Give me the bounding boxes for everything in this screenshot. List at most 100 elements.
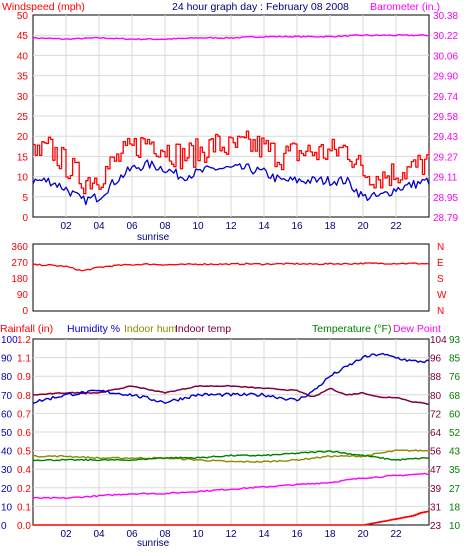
windspeed-tick-label: 30 bbox=[17, 92, 29, 103]
windspeed-tick-label: 45 bbox=[17, 31, 29, 42]
temperature-a-tick-label: 56 bbox=[430, 447, 442, 458]
compass-tick-label: N bbox=[437, 306, 444, 317]
humidity-temperature-panel: 0 0.0 23 10 10 0.1 31 18 20 0.2 39 27 30 0.4 47 35 40 0.5… bbox=[0, 323, 461, 549]
hour-tick-label: 04 bbox=[93, 529, 105, 540]
barometer-tick-label: 29.74 bbox=[433, 92, 458, 103]
temperature-a-tick-label: 72 bbox=[430, 409, 442, 420]
compass-tick-label: W bbox=[437, 290, 447, 301]
panel2-series bbox=[32, 262, 430, 272]
temperature-line bbox=[32, 450, 430, 462]
temperature-a-tick-label: 80 bbox=[430, 391, 442, 402]
legend-rainfall: Rainfall (in) bbox=[0, 323, 53, 335]
hour-tick-label: 12 bbox=[225, 221, 237, 232]
hour-tick-label: 14 bbox=[258, 529, 270, 540]
windspeed-tick-label: 10 bbox=[17, 173, 29, 184]
rainfall-tick-label: 0.9 bbox=[17, 372, 31, 383]
rainfall-tick-label: 0.1 bbox=[17, 502, 31, 513]
windspeed-tick-label: 40 bbox=[17, 51, 29, 62]
barometer-tick-label: 30.22 bbox=[433, 31, 458, 42]
chart-title: 24 hour graph day : February 08 2008 bbox=[172, 1, 349, 13]
panel2-ticks: 0 N 90 W 180 S 270 E 360 N bbox=[11, 242, 447, 317]
panel3-ticks: 0 0.0 23 10 10 0.1 31 18 20 0.2 39 27 30 0.4 47 35 40 0.5… bbox=[1, 335, 461, 540]
windspeed-tick-label: 35 bbox=[17, 72, 29, 83]
humidity-tick-label: 70 bbox=[1, 391, 13, 402]
legend-indoor-hum: Indoor hum bbox=[124, 323, 177, 335]
hour-tick-label: 16 bbox=[291, 529, 303, 540]
windspeed-tick-label: 0 bbox=[22, 213, 28, 224]
direction-tick-label: 0 bbox=[22, 306, 28, 317]
hour-tick-label: 22 bbox=[390, 221, 402, 232]
barometer-tick-label: 29.11 bbox=[433, 173, 458, 184]
compass-tick-label: N bbox=[437, 242, 444, 253]
panel2-frame bbox=[32, 243, 430, 312]
rainfall-tick-label: 1.1 bbox=[17, 354, 31, 365]
temperature-a-tick-label: 23 bbox=[430, 521, 442, 532]
rainfall-tick-label: 0.6 bbox=[17, 428, 31, 439]
hour-tick-label: 18 bbox=[324, 221, 336, 232]
wind-direction-line bbox=[32, 262, 430, 272]
hour-tick-label: 14 bbox=[258, 221, 270, 232]
temperature-a-tick-label: 96 bbox=[430, 354, 442, 365]
hour-tick-label: 02 bbox=[60, 529, 72, 540]
temperature-b-tick-label: 43 bbox=[449, 447, 461, 458]
temperature-b-tick-label: 35 bbox=[449, 465, 461, 476]
direction-tick-label: 270 bbox=[11, 258, 28, 269]
humidity-tick-label: 90 bbox=[1, 354, 13, 365]
barometer-tick-label: 30.06 bbox=[433, 51, 458, 62]
wind-average-line bbox=[32, 159, 430, 206]
wind-gust-line bbox=[33, 130, 430, 195]
legend-dew-point: Dew Point bbox=[393, 323, 441, 335]
hour-tick-label: 12 bbox=[225, 529, 237, 540]
barometer-tick-label: 29.27 bbox=[433, 152, 458, 163]
temperature-a-tick-label: 31 bbox=[430, 502, 442, 513]
direction-tick-label: 360 bbox=[11, 242, 28, 253]
humidity-tick-label: 100 bbox=[1, 335, 18, 346]
windspeed-tick-label: 5 bbox=[22, 193, 28, 204]
hour-tick-label: 08 bbox=[159, 221, 171, 232]
indoor-humidity-line bbox=[32, 449, 430, 463]
compass-tick-label: E bbox=[437, 258, 444, 269]
rainfall-tick-label: 0.8 bbox=[17, 391, 31, 402]
indoor-temp-line bbox=[32, 384, 430, 405]
temperature-b-tick-label: 10 bbox=[449, 521, 461, 532]
panel1-ticks: 0 28.79 5 28.95 10 29.11 15 29.27 20 29.43 25 29.58… bbox=[17, 11, 459, 232]
temperature-a-tick-label: 47 bbox=[430, 465, 442, 476]
temperature-b-tick-label: 85 bbox=[449, 354, 461, 365]
direction-tick-label: 90 bbox=[17, 290, 29, 301]
rainfall-tick-label: 0.7 bbox=[17, 409, 31, 420]
hour-tick-label: 22 bbox=[390, 529, 402, 540]
barometer-axis-label: Barometer (in.) bbox=[370, 1, 440, 13]
hour-tick-label: 20 bbox=[357, 221, 369, 232]
direction-tick-label: 180 bbox=[11, 274, 28, 285]
legend-temperature: Temperature (°F) bbox=[312, 323, 391, 335]
hour-tick-label: 02 bbox=[60, 221, 72, 232]
windspeed-tick-label: 20 bbox=[17, 132, 29, 143]
rainfall-tick-label: 1.2 bbox=[17, 335, 31, 346]
windspeed-tick-label: 25 bbox=[17, 112, 29, 123]
hour-tick-label: 08 bbox=[159, 529, 171, 540]
temperature-a-tick-label: 39 bbox=[430, 484, 442, 495]
barometer-tick-label: 29.90 bbox=[433, 72, 458, 83]
windspeed-axis-label: Windspeed (mph) bbox=[2, 1, 85, 13]
panel3-series bbox=[32, 352, 430, 526]
humidity-tick-label: 40 bbox=[1, 447, 13, 458]
humidity-tick-label: 80 bbox=[1, 372, 13, 383]
humidity-tick-label: 50 bbox=[1, 428, 13, 439]
temperature-b-tick-label: 60 bbox=[449, 409, 461, 420]
temperature-a-tick-label: 64 bbox=[430, 428, 442, 439]
temperature-b-tick-label: 93 bbox=[449, 335, 461, 346]
humidity-tick-label: 60 bbox=[1, 409, 13, 420]
rainfall-tick-label: 0.5 bbox=[17, 447, 31, 458]
hour-tick-label: 06 bbox=[126, 221, 138, 232]
wind-barometer-panel: 0 28.79 5 28.95 10 29.11 15 29.27 20 29.43 25 29.58… bbox=[2, 1, 458, 243]
humidity-tick-label: 30 bbox=[1, 465, 13, 476]
humidity-tick-label: 10 bbox=[1, 502, 13, 513]
rainfall-tick-label: 0.4 bbox=[17, 465, 31, 476]
barometer-tick-label: 29.58 bbox=[433, 112, 458, 123]
hour-tick-label: 10 bbox=[192, 221, 204, 232]
panel1-grid bbox=[33, 15, 429, 217]
temperature-a-tick-label: 104 bbox=[430, 335, 447, 346]
hour-tick-label: 06 bbox=[126, 529, 138, 540]
hour-tick-label: 18 bbox=[324, 529, 336, 540]
